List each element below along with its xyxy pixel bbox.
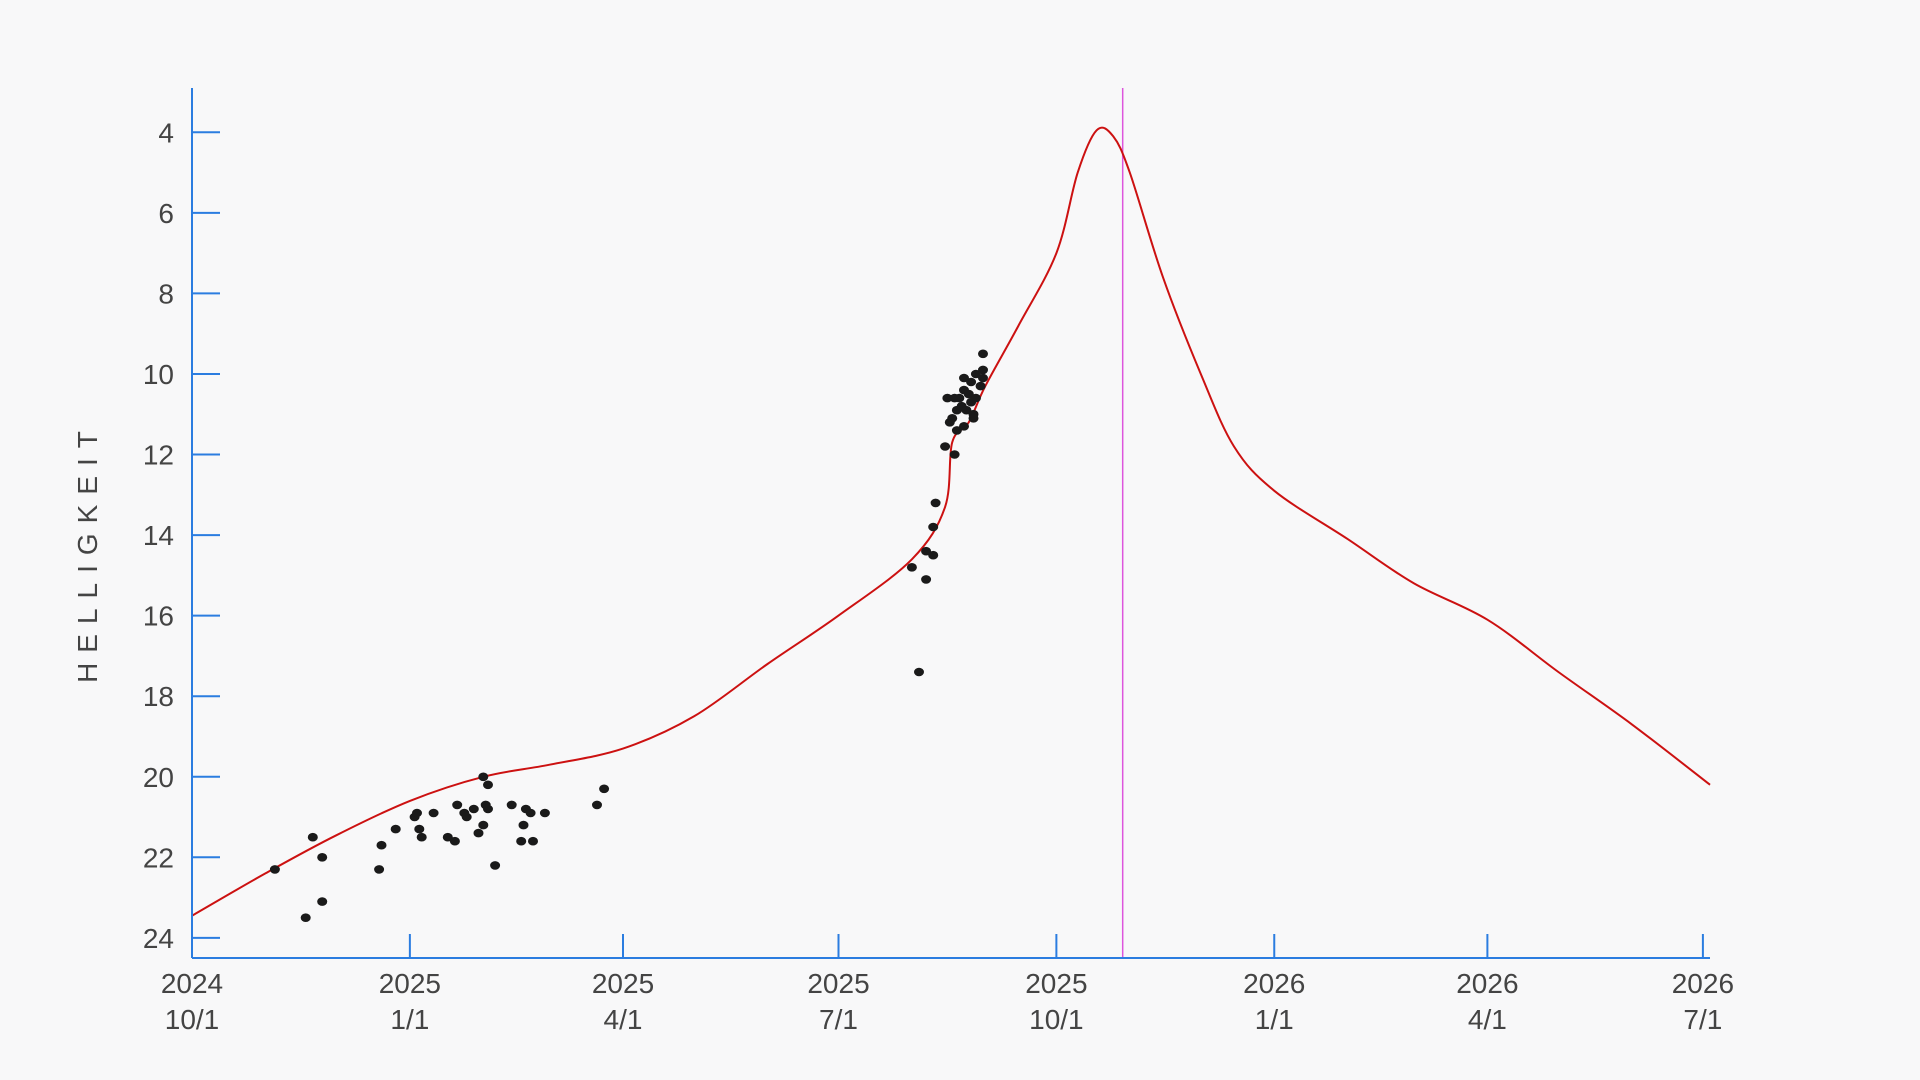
observation-point: [947, 414, 958, 423]
observation-point: [539, 808, 550, 818]
observation-point: [599, 784, 610, 794]
observation-point: [921, 546, 932, 556]
y-tick-label: 10: [143, 359, 174, 390]
observation-point: [483, 804, 493, 814]
y-tick-label: 18: [143, 681, 174, 712]
observation-point: [940, 442, 951, 451]
observation-point: [374, 865, 385, 874]
observation-point: [954, 393, 965, 403]
x-tick-label-year: 2025: [1025, 968, 1087, 999]
observation-point: [906, 563, 917, 572]
observation-point: [478, 820, 489, 830]
observation-point: [978, 365, 988, 375]
y-tick-label: 16: [143, 601, 174, 632]
observation-point: [483, 780, 493, 790]
brightness-curve: [191, 126, 1711, 917]
observation-point: [528, 836, 538, 846]
y-axis-title: HELLIGKEIT: [72, 421, 103, 683]
observation-point: [416, 832, 427, 842]
x-tick-label-date: 7/1: [819, 1004, 858, 1035]
x-tick-label-date: 1/1: [1255, 1004, 1294, 1035]
x-tick-label-year: 2026: [1672, 968, 1734, 999]
x-tick-label-date: 7/1: [1683, 1004, 1722, 1035]
observation-point: [414, 824, 425, 834]
axes-layer: 4 6 8 10 12 14 16 18 20 22 24 2024 10/1 2025 1/1 2025 4/…: [143, 88, 1734, 1035]
observation-point: [978, 349, 988, 359]
observation-point: [461, 812, 472, 822]
observation-point: [970, 369, 981, 379]
y-tick-label: 8: [158, 278, 174, 309]
y-tick-label: 6: [158, 198, 174, 229]
x-tick-label-year: 2025: [807, 968, 869, 999]
observation-point: [428, 808, 439, 818]
observation-point: [412, 808, 422, 818]
y-tick-label: 20: [143, 762, 174, 793]
observation-point: [949, 450, 960, 459]
observation-point: [449, 836, 460, 846]
y-tick-label: 12: [143, 440, 174, 471]
x-tick-label-year: 2025: [379, 968, 441, 999]
observation-point: [525, 808, 536, 818]
x-tick-label-year: 2026: [1456, 968, 1518, 999]
x-tick-label-date: 1/1: [390, 1004, 429, 1035]
x-tick-label-year: 2025: [592, 968, 654, 999]
observation-point: [978, 373, 988, 383]
observation-point: [506, 800, 517, 810]
observation-point: [921, 575, 932, 584]
observation-point: [928, 550, 939, 560]
observation-point: [963, 389, 974, 399]
observation-point: [970, 393, 981, 403]
x-tick-label-date: 4/1: [604, 1004, 643, 1035]
observation-point: [317, 853, 328, 862]
y-tick-label: 14: [143, 520, 174, 551]
observation-point: [307, 832, 318, 842]
observation-point: [516, 836, 527, 846]
observation-point: [269, 865, 280, 874]
observation-point: [928, 522, 939, 532]
observation-point: [592, 800, 602, 810]
x-tick-label-date: 4/1: [1468, 1004, 1507, 1035]
observation-point: [478, 772, 489, 782]
observation-point: [951, 426, 962, 435]
observation-point: [959, 373, 969, 383]
observation-point: [914, 667, 924, 677]
x-tick-label-date: 10/1: [1029, 1004, 1084, 1035]
observation-point: [518, 820, 529, 830]
observation-point: [300, 913, 311, 922]
observation-point: [376, 840, 387, 850]
y-tick-label: 22: [143, 842, 174, 873]
x-tick-label-year: 2026: [1243, 968, 1305, 999]
observation-point: [452, 800, 463, 810]
x-tick-label-year: 2024: [161, 968, 223, 999]
observation-point: [390, 824, 401, 834]
y-tick-label: 24: [143, 923, 174, 954]
observation-point: [942, 393, 953, 403]
observation-point: [959, 422, 969, 431]
y-tick-label: 4: [158, 117, 174, 148]
observation-point: [473, 828, 484, 838]
points-layer: [269, 349, 988, 922]
curve-layer: [191, 126, 1711, 917]
observation-point: [966, 377, 977, 387]
observation-point: [442, 832, 453, 842]
observation-point: [961, 405, 972, 415]
observation-point: [930, 498, 941, 508]
x-tick-label-date: 10/1: [165, 1004, 220, 1035]
observation-point: [490, 861, 501, 870]
observation-point: [968, 409, 979, 419]
observation-point: [317, 897, 328, 906]
observation-point: [468, 804, 479, 814]
observation-point: [975, 381, 986, 391]
